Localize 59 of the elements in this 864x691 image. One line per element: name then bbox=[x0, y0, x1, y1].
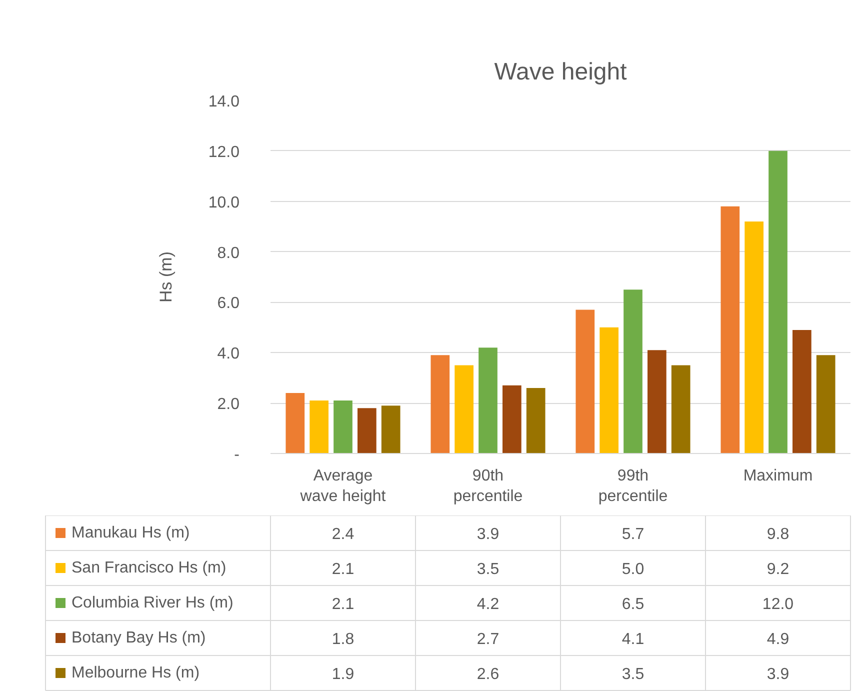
bar bbox=[720, 206, 740, 454]
legend-label: San Francisco Hs (m) bbox=[72, 560, 226, 576]
y-tick-label: 14.0 bbox=[208, 94, 240, 110]
data-label: 2.1 bbox=[332, 596, 354, 613]
legend-label: Melbourne Hs (m) bbox=[72, 664, 200, 682]
y-tick-label: 8.0 bbox=[217, 244, 240, 262]
y-tick-label: - bbox=[234, 446, 240, 464]
data-label: 1.8 bbox=[332, 631, 354, 648]
bar bbox=[648, 350, 666, 454]
data-label: 4.9 bbox=[766, 631, 790, 648]
y-tick-label: 10.0 bbox=[208, 194, 240, 212]
bar bbox=[576, 310, 595, 454]
bar bbox=[286, 392, 305, 454]
y-tick-label: 12.0 bbox=[208, 144, 240, 161]
bar bbox=[816, 355, 836, 454]
bar bbox=[334, 400, 352, 454]
bar bbox=[768, 150, 788, 454]
data-label: 2.1 bbox=[332, 561, 354, 578]
data-label: 3.5 bbox=[622, 666, 644, 683]
bar bbox=[600, 327, 618, 454]
bar bbox=[381, 406, 400, 454]
y-axis-title: Hs (m) bbox=[156, 252, 176, 302]
bar bbox=[792, 330, 812, 454]
data-label: 2.4 bbox=[332, 526, 354, 543]
bar bbox=[478, 348, 498, 454]
bar bbox=[454, 365, 474, 454]
data-label: 4.1 bbox=[622, 631, 644, 648]
y-tick-label: 4.0 bbox=[217, 346, 240, 363]
x-tick-label: 99th percentile bbox=[598, 468, 668, 505]
data-label: 9.8 bbox=[766, 526, 790, 543]
x-tick-label: Average wave height bbox=[299, 468, 386, 505]
data-label: 3.9 bbox=[476, 526, 500, 543]
bar bbox=[744, 222, 764, 454]
legend-label: Manukau Hs (m) bbox=[72, 524, 190, 542]
data-label: 3.5 bbox=[476, 561, 500, 578]
data-label: 5.7 bbox=[622, 526, 644, 543]
chart-title: Wave height bbox=[494, 58, 628, 86]
data-label: 2.7 bbox=[476, 631, 500, 648]
data-label: 4.2 bbox=[476, 596, 500, 613]
data-label: 9.2 bbox=[766, 561, 790, 578]
bar bbox=[358, 408, 376, 454]
data-label: 3.9 bbox=[766, 666, 790, 683]
y-tick-label: 6.0 bbox=[217, 295, 240, 312]
data-label: 12.0 bbox=[762, 596, 794, 613]
bar bbox=[624, 290, 642, 454]
bar bbox=[430, 355, 450, 454]
legend-label: Columbia River Hs (m) bbox=[72, 594, 234, 612]
bar bbox=[526, 388, 546, 454]
data-label: 5.0 bbox=[622, 561, 644, 578]
legend-label: Botany Bay Hs (m) bbox=[72, 630, 206, 646]
bar bbox=[310, 400, 328, 454]
bar bbox=[671, 365, 690, 454]
x-tick-label: Maximum bbox=[743, 468, 813, 484]
y-tick-label: 2.0 bbox=[217, 396, 240, 414]
x-tick-label: 90th percentile bbox=[453, 468, 523, 505]
data-label: 6.5 bbox=[622, 596, 644, 613]
data-label: 1.9 bbox=[332, 666, 354, 683]
data-label: 2.6 bbox=[476, 666, 500, 683]
bar bbox=[502, 385, 522, 454]
